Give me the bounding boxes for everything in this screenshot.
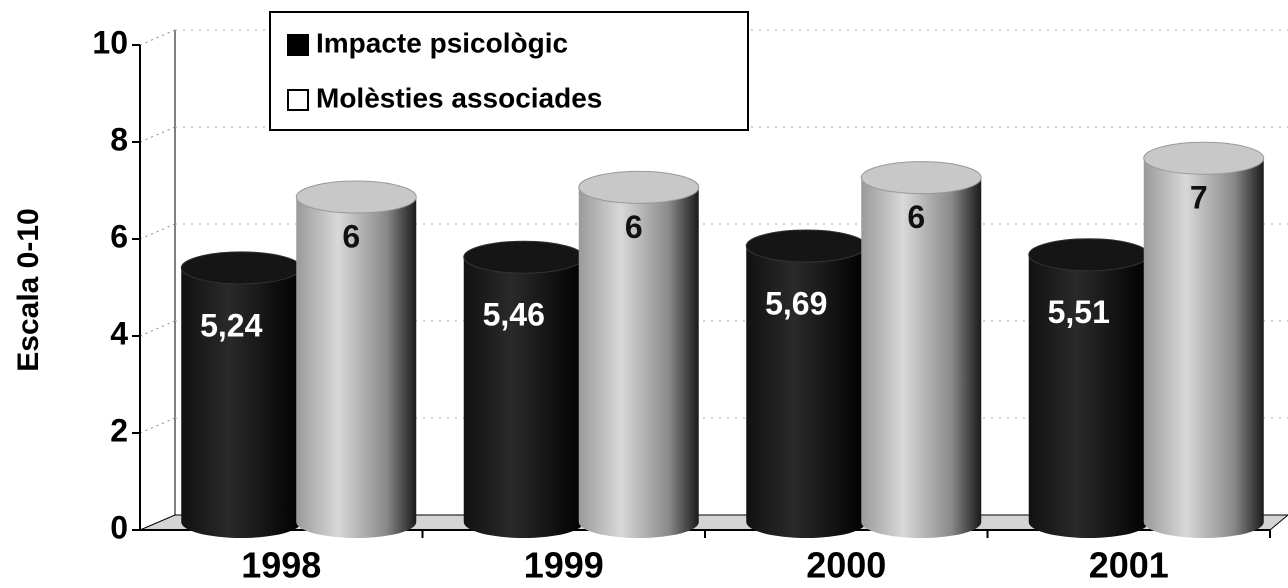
x-tick-label: 2000 (806, 545, 886, 586)
cylinder (295, 180, 417, 539)
bar (746, 246, 867, 538)
grid-line (139, 417, 176, 434)
cylinder (1143, 141, 1265, 538)
y-tick-label: 0 (110, 509, 128, 545)
bar (1143, 158, 1264, 538)
legend: Impacte psicològic Molèsties associades (269, 11, 749, 131)
data-label: 5,51 (1048, 294, 1110, 330)
y-axis-title: Escala 0-10 (12, 208, 45, 371)
bar-top (578, 170, 700, 204)
x-tick-label: 2001 (1089, 545, 1169, 586)
bar-top (1143, 141, 1265, 175)
cylinder (180, 251, 302, 538)
data-label: 6 (907, 199, 925, 235)
bar-top (180, 251, 302, 285)
data-label: 5,46 (483, 297, 545, 333)
y-tick-label: 6 (110, 218, 128, 254)
data-label: 5,69 (765, 285, 827, 321)
grid-line (139, 126, 176, 143)
legend-swatch (287, 34, 309, 56)
bar-top (463, 240, 585, 274)
bar (181, 267, 302, 538)
legend-swatch (287, 89, 309, 111)
x-tick-label: 1998 (241, 545, 321, 586)
bar (1028, 254, 1149, 538)
cylinder (745, 229, 867, 538)
bar (861, 177, 982, 538)
cylinder (1028, 238, 1150, 538)
cylinder (578, 170, 700, 538)
y-tick-label: 8 (110, 121, 128, 157)
y-tick-label: 4 (110, 315, 128, 351)
grid-line (139, 223, 176, 240)
legend-label: Molèsties associades (316, 82, 602, 113)
data-label: 6 (342, 219, 360, 255)
data-label: 7 (1190, 180, 1208, 216)
y-tick-label: 2 (110, 412, 128, 448)
cylinder (860, 161, 982, 538)
cylinder (463, 240, 585, 538)
y-tick-label: 10 (92, 24, 128, 60)
data-label: 5,24 (200, 307, 262, 343)
bar (463, 257, 584, 538)
x-tick-label: 1999 (524, 545, 604, 586)
grid-line (139, 320, 176, 337)
legend-label: Impacte psicològic (316, 27, 568, 58)
bar (296, 197, 417, 539)
grid-line (139, 29, 176, 46)
bar-top (1028, 238, 1150, 272)
data-label: 6 (625, 209, 643, 245)
bar-top (295, 180, 417, 214)
legend-box (269, 11, 749, 131)
bar (578, 187, 699, 538)
bar-top (860, 161, 982, 195)
bar-top (745, 229, 867, 263)
